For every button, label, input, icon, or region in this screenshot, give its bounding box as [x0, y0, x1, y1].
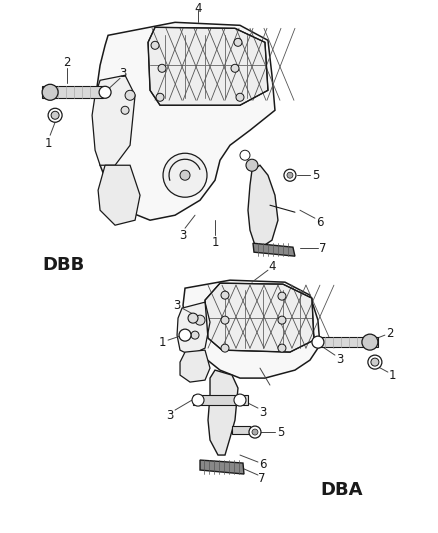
Circle shape — [51, 111, 59, 119]
Text: 1: 1 — [44, 137, 52, 150]
Text: 3: 3 — [166, 409, 174, 422]
Circle shape — [234, 38, 242, 46]
Circle shape — [368, 355, 382, 369]
Bar — [42, 86, 103, 98]
Text: 6: 6 — [259, 457, 267, 471]
Text: 6: 6 — [316, 216, 324, 229]
Polygon shape — [248, 165, 278, 248]
Polygon shape — [98, 165, 140, 225]
Circle shape — [42, 84, 58, 100]
Circle shape — [158, 64, 166, 72]
Circle shape — [99, 86, 111, 98]
Circle shape — [48, 108, 62, 122]
Circle shape — [192, 394, 204, 406]
Circle shape — [236, 93, 244, 101]
Polygon shape — [200, 460, 244, 474]
Bar — [232, 426, 250, 434]
Text: 3: 3 — [179, 229, 187, 241]
Text: 2: 2 — [386, 327, 394, 340]
Text: 3: 3 — [173, 298, 181, 312]
Circle shape — [151, 42, 159, 50]
Circle shape — [278, 292, 286, 300]
Text: 3: 3 — [259, 406, 267, 418]
Text: DBA: DBA — [320, 481, 362, 499]
Circle shape — [121, 106, 129, 114]
Circle shape — [221, 316, 229, 324]
Circle shape — [287, 172, 293, 178]
Circle shape — [371, 358, 379, 366]
Bar — [193, 395, 248, 405]
Text: 5: 5 — [277, 425, 285, 439]
Circle shape — [249, 426, 261, 438]
Circle shape — [180, 170, 190, 180]
Circle shape — [195, 315, 205, 325]
Circle shape — [179, 329, 191, 341]
Text: 7: 7 — [319, 241, 327, 255]
Circle shape — [125, 90, 135, 100]
Text: 4: 4 — [194, 2, 202, 15]
Polygon shape — [177, 302, 210, 355]
Polygon shape — [148, 27, 268, 106]
Text: DBB: DBB — [42, 256, 85, 274]
Circle shape — [252, 429, 258, 435]
Polygon shape — [253, 243, 295, 256]
Text: 1: 1 — [389, 369, 397, 382]
Polygon shape — [180, 350, 210, 382]
Text: 2: 2 — [64, 56, 71, 69]
Circle shape — [221, 291, 229, 299]
Circle shape — [246, 159, 258, 171]
Text: 5: 5 — [312, 169, 320, 182]
Circle shape — [231, 64, 239, 72]
Text: 3: 3 — [120, 67, 127, 80]
Circle shape — [362, 334, 378, 350]
Polygon shape — [208, 370, 238, 455]
Circle shape — [284, 169, 296, 181]
Circle shape — [278, 344, 286, 352]
Text: 3: 3 — [336, 353, 343, 366]
Circle shape — [191, 331, 199, 339]
Circle shape — [221, 344, 229, 352]
Text: 4: 4 — [268, 260, 276, 273]
Polygon shape — [95, 22, 275, 220]
Polygon shape — [205, 283, 314, 352]
Bar — [318, 337, 378, 347]
Circle shape — [278, 316, 286, 324]
Circle shape — [240, 150, 250, 160]
Text: 7: 7 — [258, 472, 266, 484]
Circle shape — [156, 93, 164, 101]
Text: 1: 1 — [158, 336, 166, 349]
Circle shape — [188, 313, 198, 323]
Circle shape — [234, 394, 246, 406]
Polygon shape — [92, 75, 135, 165]
Text: 1: 1 — [211, 236, 219, 249]
Circle shape — [163, 154, 207, 197]
Polygon shape — [183, 280, 320, 378]
Circle shape — [312, 336, 324, 348]
